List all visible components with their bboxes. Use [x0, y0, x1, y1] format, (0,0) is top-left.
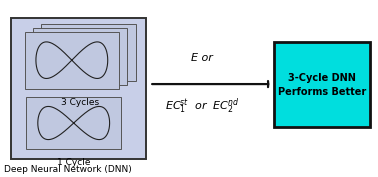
FancyBboxPatch shape	[33, 28, 127, 85]
Text: 1 Cycle: 1 Cycle	[57, 158, 90, 167]
FancyBboxPatch shape	[26, 97, 121, 149]
FancyBboxPatch shape	[41, 24, 136, 81]
FancyBboxPatch shape	[25, 32, 119, 88]
Text: Deep Neural Network (DNN): Deep Neural Network (DNN)	[4, 165, 132, 174]
Text: EC$_1^{st}$  or  EC$_2^{nd}$: EC$_1^{st}$ or EC$_2^{nd}$	[165, 96, 240, 116]
FancyBboxPatch shape	[11, 18, 146, 159]
FancyBboxPatch shape	[274, 42, 370, 127]
Text: 3-Cycle DNN
Performs Better: 3-Cycle DNN Performs Better	[278, 73, 366, 97]
Text: E or: E or	[191, 53, 213, 63]
Text: 3 Cycles: 3 Cycles	[61, 98, 99, 107]
